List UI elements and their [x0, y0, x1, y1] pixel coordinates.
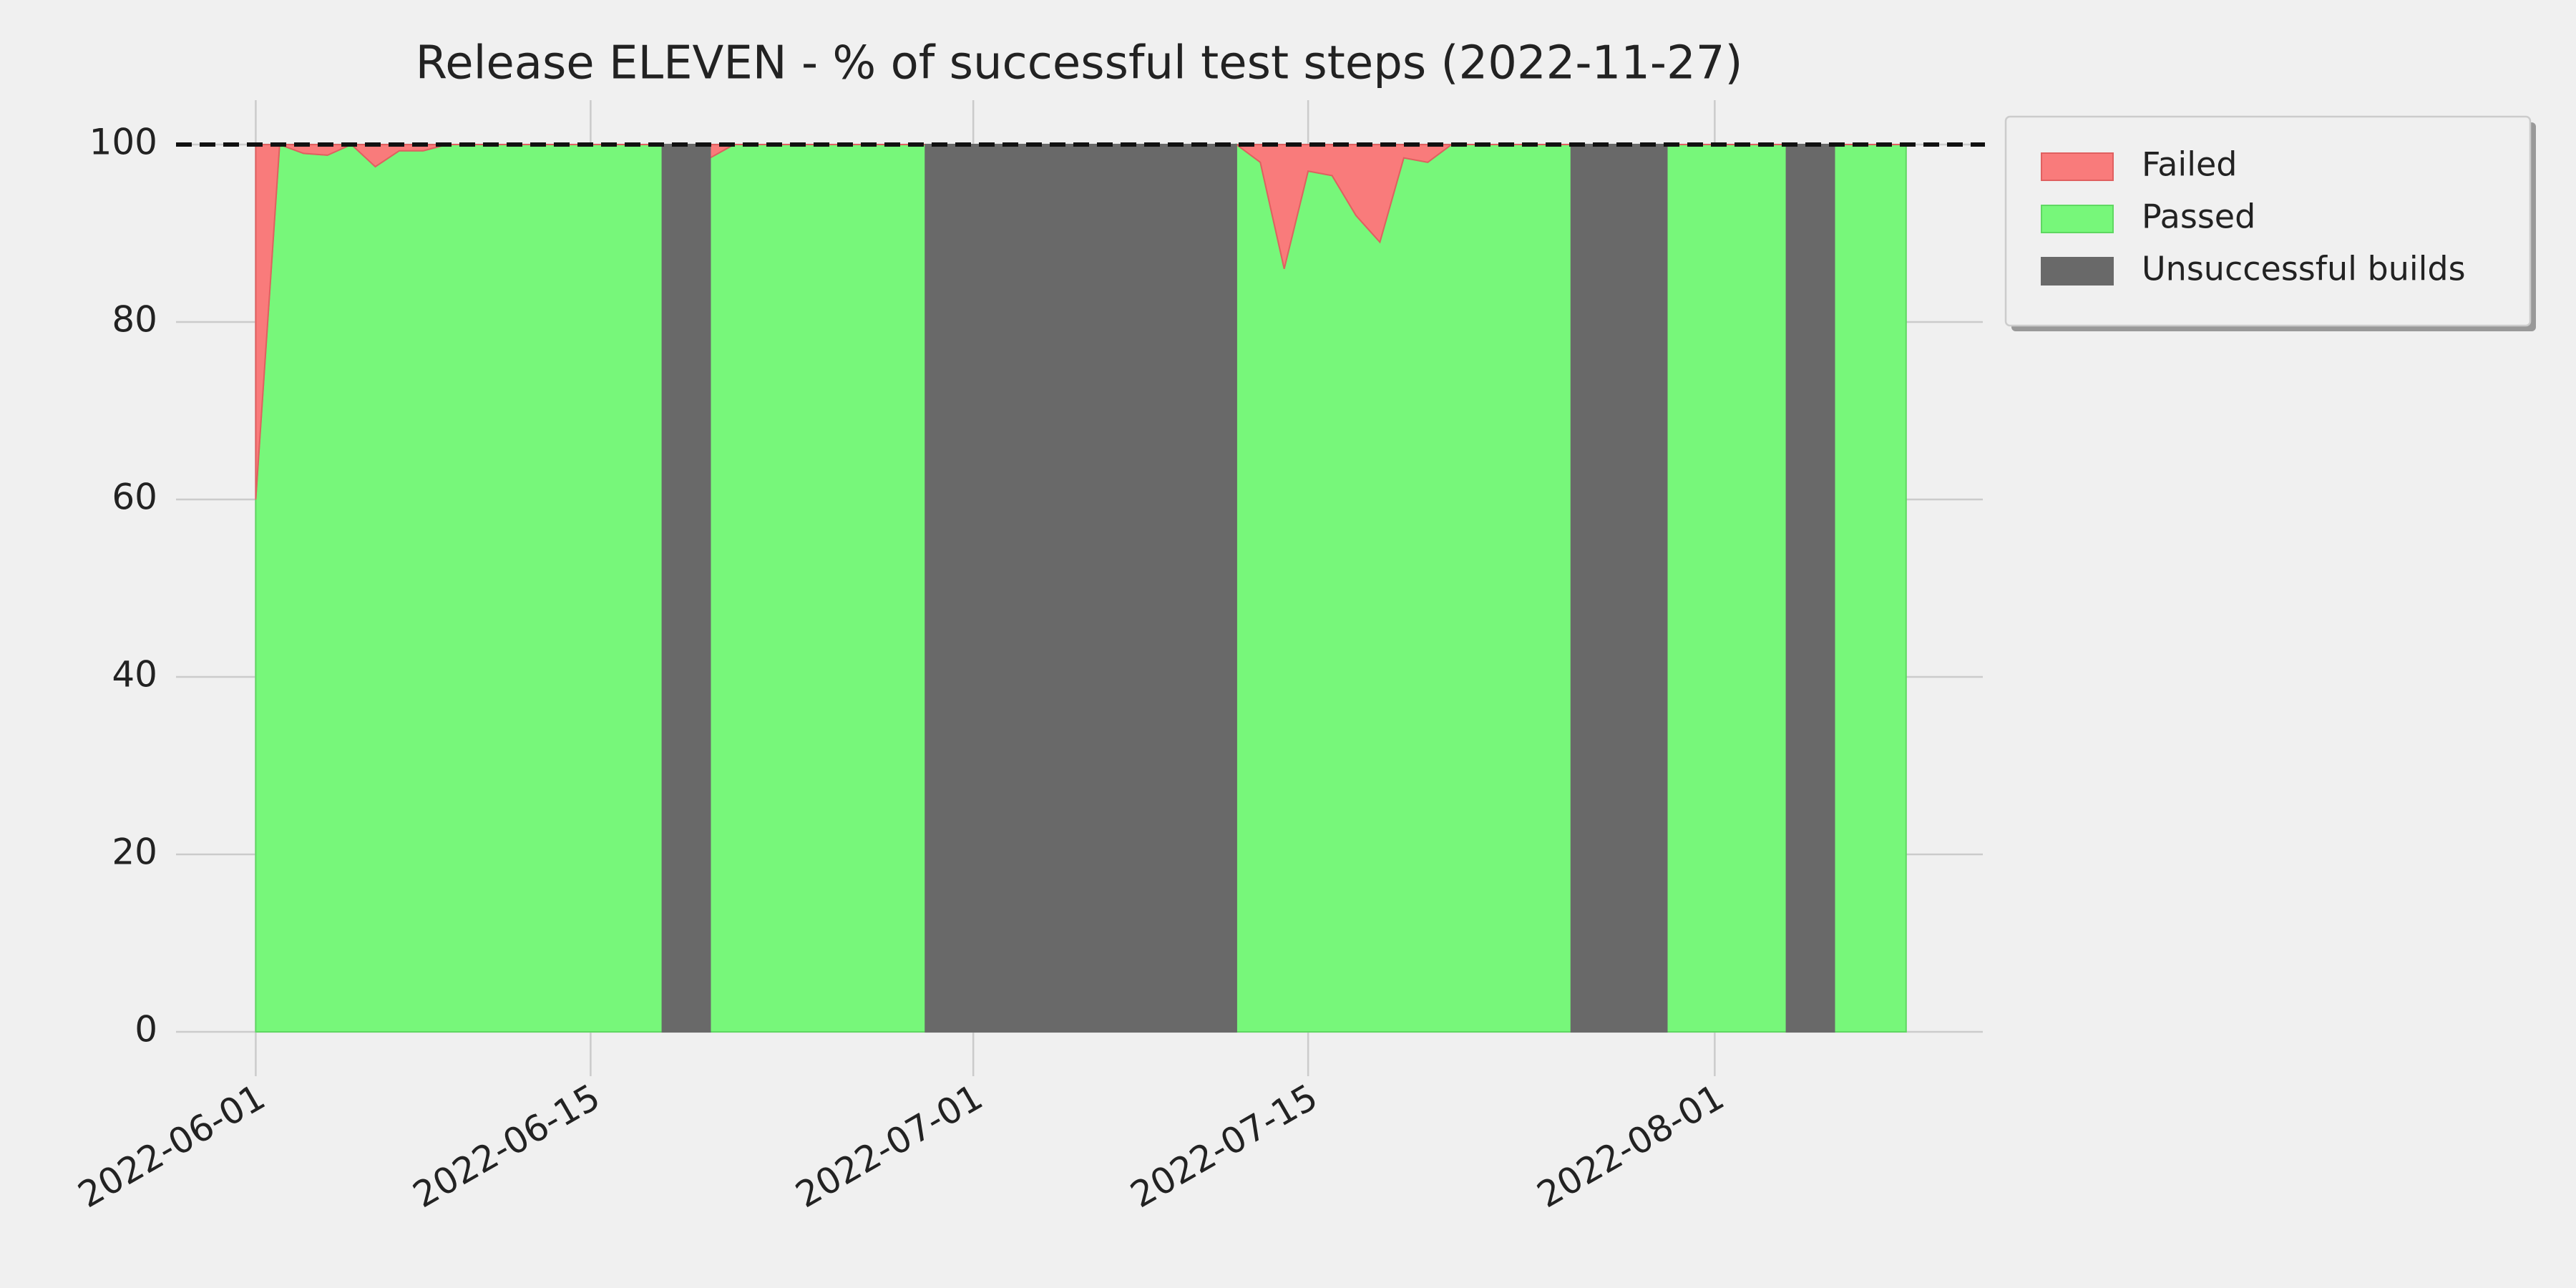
y-tick-label: 60 [112, 477, 157, 518]
y-tick-label: 40 [112, 654, 157, 696]
areas [176, 142, 1985, 1033]
legend-label: Failed [2142, 145, 2238, 184]
area-passed [1235, 143, 1572, 1033]
y-tick-label: 80 [112, 299, 157, 341]
area-passed [1833, 144, 1907, 1033]
legend-label: Passed [2142, 197, 2255, 236]
legend: Failed Passed Unsuccessful builds [2004, 115, 2536, 331]
legend-box [2004, 115, 2532, 327]
area-unsuccessful-builds [1785, 144, 1835, 1033]
legend-label: Unsuccessful builds [2142, 250, 2466, 288]
area-unsuccessful-builds [661, 144, 711, 1033]
area-unsuccessful-builds [924, 144, 1237, 1033]
y-tick-label: 100 [89, 122, 157, 163]
area-passed [255, 143, 663, 1033]
legend-swatch [2041, 205, 2114, 233]
legend-swatch [2041, 152, 2114, 181]
area-passed [709, 144, 927, 1033]
area-unsuccessful-builds [1570, 144, 1668, 1033]
legend-swatch [2041, 257, 2114, 286]
area-passed [1666, 144, 1787, 1033]
y-tick-label: 0 [135, 1009, 157, 1050]
y-tick-label: 20 [112, 831, 157, 873]
chart-title: Release ELEVEN - % of successful test st… [416, 37, 1743, 90]
